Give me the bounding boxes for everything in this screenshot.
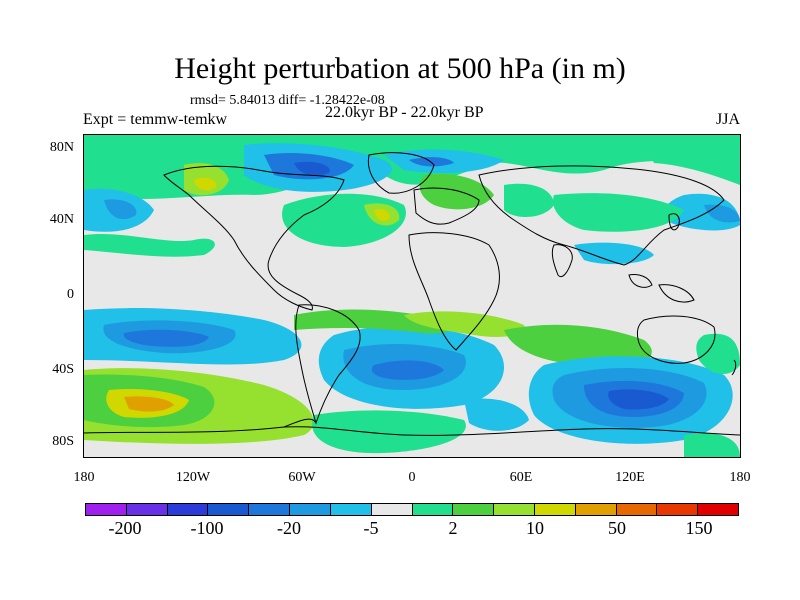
colorbar-swatch (290, 504, 331, 515)
colorbar-swatch (86, 504, 127, 515)
colorbar-swatch (126, 504, 168, 515)
colorbar-label: -200 (108, 518, 142, 538)
colorbar-swatch (330, 504, 372, 515)
lat-tick-label: 0 (67, 287, 74, 302)
colorbar-swatch (412, 504, 454, 515)
lat-tick-label: 40N (49, 212, 74, 227)
colorbar-swatch (208, 504, 250, 515)
colorbar-swatch (575, 504, 617, 515)
colorbar-swatch (249, 504, 291, 515)
colorbar-label: -5 (363, 518, 379, 538)
lon-tick-label: 60E (509, 470, 533, 485)
colorbar (85, 503, 739, 516)
colorbar-swatch (657, 504, 699, 515)
lat-tick-label: 80S (52, 434, 74, 449)
lon-tick-label: 120W (175, 470, 211, 485)
colorbar-label: -100 (190, 518, 224, 538)
period-label: 22.0kyr BP - 22.0kyr BP (325, 104, 484, 121)
lon-tick-label: 0 (408, 470, 416, 485)
anomaly-field (84, 135, 740, 457)
colorbar-swatch (616, 504, 658, 515)
colorbar-label: 150 (685, 518, 713, 538)
colorbar-label: 2 (448, 518, 458, 538)
season-label: JJA (716, 111, 741, 128)
colorbar-label: 10 (526, 518, 544, 538)
experiment-label: Expt = temmw-temkw (83, 111, 228, 128)
plot-title: Height perturbation at 500 hPa (in m) (174, 52, 626, 85)
colorbar-swatch (371, 504, 413, 515)
colorbar-label: 50 (608, 518, 626, 538)
coastlines (84, 152, 740, 436)
colorbar-swatch (453, 504, 495, 515)
lat-tick-label: 40S (52, 362, 74, 377)
colorbar-swatch (167, 504, 209, 515)
colorbar-swatch (494, 504, 535, 515)
colorbar-swatch (534, 504, 576, 515)
colorbar-swatch (698, 504, 738, 515)
lat-tick-label: 80N (49, 140, 74, 155)
lon-tick-label: 60W (288, 470, 316, 485)
statistics-text: rmsd= 5.84013 diff= -1.28422e-08 (190, 93, 385, 108)
lon-tick-label: 180 (73, 470, 95, 485)
colorbar-label: -20 (277, 518, 301, 538)
lon-tick-label: 180 (729, 470, 751, 485)
map-panel (83, 134, 741, 458)
lon-tick-label: 120E (615, 470, 645, 485)
